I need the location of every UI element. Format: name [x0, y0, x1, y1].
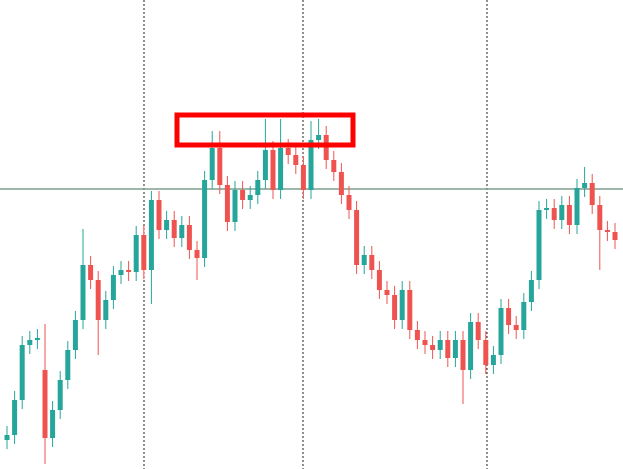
candle-body — [437, 340, 443, 350]
candle-body — [133, 235, 139, 272]
candle-body — [262, 150, 268, 180]
candle-body — [331, 160, 337, 172]
candle-body — [521, 302, 527, 330]
candle-body — [12, 400, 18, 435]
candle-body — [316, 135, 322, 140]
candle-body — [384, 290, 390, 295]
candle-body — [597, 205, 603, 230]
candle-body — [232, 190, 238, 222]
candle-body — [582, 183, 588, 188]
candle-body — [42, 370, 48, 438]
candle-body — [179, 225, 185, 238]
candle-body — [612, 232, 618, 240]
candle-body — [202, 180, 208, 258]
candle-body — [293, 155, 299, 165]
candle-body — [513, 325, 519, 330]
candle-body — [217, 148, 223, 185]
candle-body — [148, 200, 154, 270]
candle-body — [57, 380, 63, 410]
candle-body — [186, 225, 192, 250]
candle-body — [574, 188, 580, 225]
candle-body — [407, 290, 413, 330]
candle-body — [126, 270, 132, 272]
candle-body — [559, 205, 565, 220]
candle-body — [118, 270, 124, 275]
candle-body — [240, 190, 246, 200]
candle-body — [452, 340, 458, 358]
candle-body — [247, 195, 253, 200]
candle-body — [95, 280, 101, 320]
candle-body — [392, 295, 398, 320]
candle-body — [194, 250, 200, 258]
candle-body — [551, 208, 557, 220]
candle-body — [490, 355, 496, 365]
candle-body — [72, 320, 78, 350]
candle-body — [164, 220, 170, 230]
candle-body — [88, 265, 94, 280]
candle-body — [65, 350, 71, 380]
candle-body — [422, 340, 428, 345]
candle-body — [80, 265, 86, 320]
candle-body — [300, 165, 306, 190]
candle-body — [255, 180, 261, 195]
candle-body — [589, 183, 595, 205]
candle-body — [604, 230, 610, 232]
candle-body — [369, 255, 375, 270]
candle-body — [376, 270, 382, 290]
candle-body — [224, 185, 230, 222]
candle-body — [414, 330, 420, 340]
candle-body — [430, 345, 436, 350]
candle-body — [156, 200, 162, 230]
candle-body — [141, 235, 147, 270]
candle-body — [19, 345, 25, 400]
candle-body — [536, 210, 542, 280]
candle-body — [285, 148, 291, 155]
candle-body — [338, 172, 344, 195]
candle-body — [346, 195, 352, 210]
candle-body — [399, 290, 405, 320]
candle-body — [171, 220, 177, 238]
candle-body — [103, 300, 109, 320]
candle-body — [475, 322, 481, 340]
candle-body — [528, 280, 534, 302]
candle-body — [34, 338, 40, 340]
candle-body — [498, 308, 504, 355]
candle-body — [4, 435, 10, 440]
candle-body — [468, 322, 474, 370]
candle-body — [354, 210, 360, 265]
highlight-box — [174, 112, 356, 148]
candle-body — [308, 140, 314, 190]
candle-body — [544, 208, 550, 210]
candle-body — [445, 340, 451, 358]
candles — [4, 119, 618, 464]
candle-body — [483, 340, 489, 365]
candle-body — [566, 205, 572, 225]
candle-body — [209, 148, 215, 180]
candle-body — [506, 308, 512, 325]
candle-body — [460, 340, 466, 370]
candle-body — [27, 340, 33, 345]
candle-body — [278, 148, 284, 190]
candle-body — [361, 255, 367, 265]
candle-body — [270, 150, 276, 190]
candle-body — [110, 275, 116, 300]
candle-body — [50, 410, 56, 438]
